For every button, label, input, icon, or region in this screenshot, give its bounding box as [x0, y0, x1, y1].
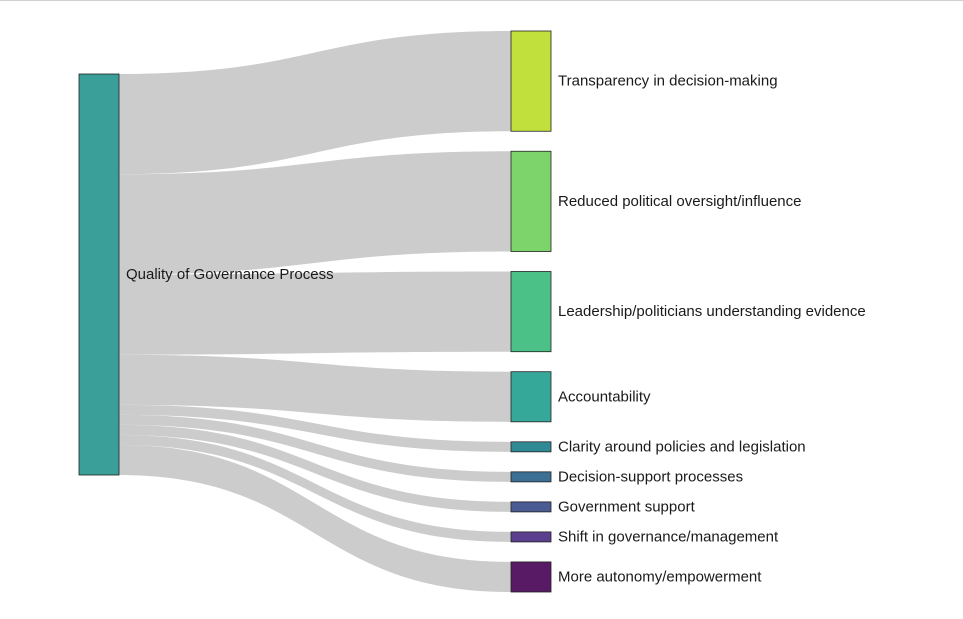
links-layer: [119, 31, 511, 592]
top-border: [0, 0, 963, 1]
label-decision-support-processes: Decision-support processes: [558, 468, 743, 485]
node-shift-in-governance-management: [510, 531, 552, 543]
link-clarity-around-policies-and-legislation: [119, 404, 511, 452]
label-accountability: Accountability: [558, 388, 651, 405]
label-reduced-political-oversight-influence: Reduced political oversight/influence: [558, 193, 801, 210]
node-more-autonomy-empowerment: [510, 561, 552, 593]
node-clarity-around-policies-and-legislation: [510, 441, 552, 453]
link-reduced-political-oversight-influence: [119, 151, 511, 275]
labels-layer: Transparency in decision-making Reduced p…: [126, 73, 866, 586]
link-more-autonomy-empowerment: [119, 444, 511, 592]
label-clarity-around-policies-and-legislation: Clarity around policies and legislation: [558, 438, 806, 455]
node-reduced-political-oversight-influence: [510, 150, 552, 252]
link-decision-support-processes: [119, 414, 511, 482]
node-quality-of-governance-process: [78, 73, 120, 476]
node-accountability: [510, 371, 552, 423]
link-accountability: [119, 354, 511, 422]
link-leadership-politicians-understanding-evidence: [119, 271, 511, 355]
node-government-support: [510, 501, 552, 513]
link-transparency-in-decision-making: [119, 31, 511, 175]
nodes-layer: [78, 30, 552, 593]
node-leadership-politicians-understanding-evidence: [510, 271, 552, 353]
node-transparency-in-decision-making: [510, 30, 552, 132]
label-more-autonomy-empowerment: More autonomy/empowerment: [558, 568, 762, 585]
link-government-support: [119, 424, 511, 512]
label-leadership-politicians-understanding-evidence: Leadership/politicians understanding evi…: [558, 303, 866, 320]
link-shift-in-governance-management: [119, 434, 511, 542]
label-shift-in-governance-management: Shift in governance/management: [558, 528, 779, 545]
label-source-node: Quality of Governance Process: [126, 266, 334, 283]
label-transparency-in-decision-making: Transparency in decision-making: [558, 73, 778, 90]
node-decision-support-processes: [510, 471, 552, 483]
label-government-support: Government support: [558, 498, 696, 515]
